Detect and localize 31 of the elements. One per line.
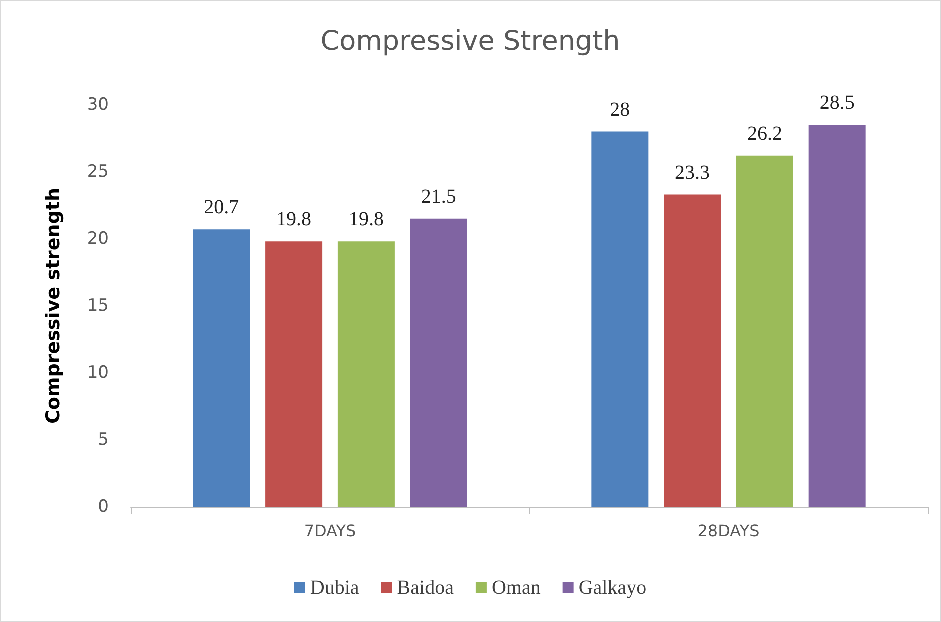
bar xyxy=(193,230,250,507)
data-label: 21.5 xyxy=(421,186,456,208)
legend-label: Oman xyxy=(492,577,541,599)
legend-label: Baidoa xyxy=(397,577,454,599)
y-tick-label: 15 xyxy=(87,296,109,316)
y-axis-title: Compressive strength xyxy=(42,188,64,424)
data-label: 28 xyxy=(610,98,630,121)
data-label: 28.5 xyxy=(820,92,855,114)
y-tick-label: 25 xyxy=(87,162,109,182)
bar xyxy=(592,132,649,507)
data-label: 19.8 xyxy=(348,208,384,231)
y-tick-label: 20 xyxy=(87,229,109,249)
bar xyxy=(410,218,468,507)
y-tick-label: 5 xyxy=(98,430,109,450)
y-tick-label: 30 xyxy=(87,95,109,115)
bar xyxy=(808,125,866,507)
bar xyxy=(266,242,323,507)
bar xyxy=(338,242,395,507)
data-label: 23.3 xyxy=(675,162,710,184)
x-tick-label: 7DAYS xyxy=(304,522,356,540)
x-tick-label: 28DAYS xyxy=(698,522,760,540)
data-label: 19.8 xyxy=(276,208,312,231)
bar xyxy=(664,194,722,507)
legend-label: Dubia xyxy=(310,577,360,599)
legend-label: Galkayo xyxy=(578,577,647,599)
data-label: 26.2 xyxy=(747,122,782,145)
bar xyxy=(736,156,794,507)
y-tick-label: 10 xyxy=(87,363,109,383)
data-label: 20.7 xyxy=(204,196,240,219)
y-tick-label: 0 xyxy=(98,497,109,517)
chart-title: Compressive Strength xyxy=(320,26,620,57)
